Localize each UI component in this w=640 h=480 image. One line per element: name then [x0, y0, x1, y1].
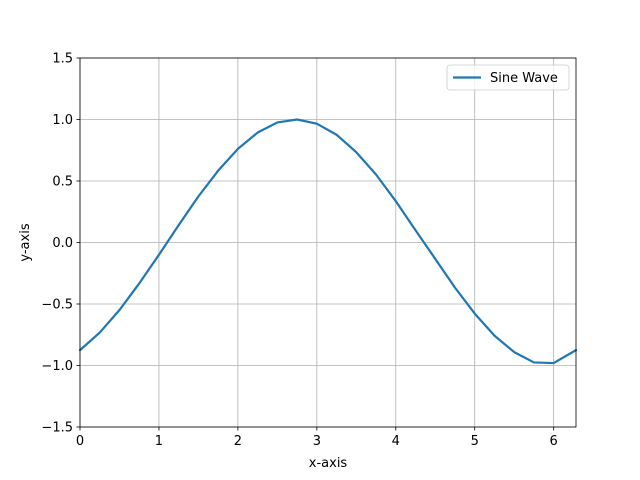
x-tick-label: 5 — [471, 434, 479, 449]
x-tick-label: 3 — [313, 434, 321, 449]
y-axis-ticks: −1.5 −1.0 −0.5 0.0 0.5 1.0 1.5 — [41, 52, 80, 436]
series-layer — [78, 118, 578, 365]
y-tick-label: 1.5 — [52, 52, 73, 67]
x-tick-label: 0 — [76, 434, 84, 449]
x-tick-label: 6 — [550, 434, 558, 449]
y-tick-label: 1.0 — [52, 113, 73, 128]
x-tick-label: 1 — [155, 434, 163, 449]
sine-wave-line — [78, 118, 578, 365]
x-axis-ticks: 0 1 2 3 4 5 6 — [76, 427, 558, 449]
y-tick-label: −1.0 — [41, 359, 73, 374]
x-tick-label: 4 — [392, 434, 400, 449]
x-axis-label: x-axis — [309, 456, 348, 471]
y-tick-label: 0.0 — [52, 236, 73, 251]
y-axis-label: y-axis — [18, 223, 33, 261]
legend-box — [446, 64, 570, 91]
y-tick-label: −1.5 — [41, 421, 73, 436]
x-tick-label: 2 — [234, 434, 242, 449]
legend-label: Sine Wave — [490, 71, 558, 86]
legend: Sine Wave — [446, 64, 570, 91]
y-tick-label: −0.5 — [41, 298, 73, 313]
y-tick-label: 0.5 — [52, 175, 73, 190]
